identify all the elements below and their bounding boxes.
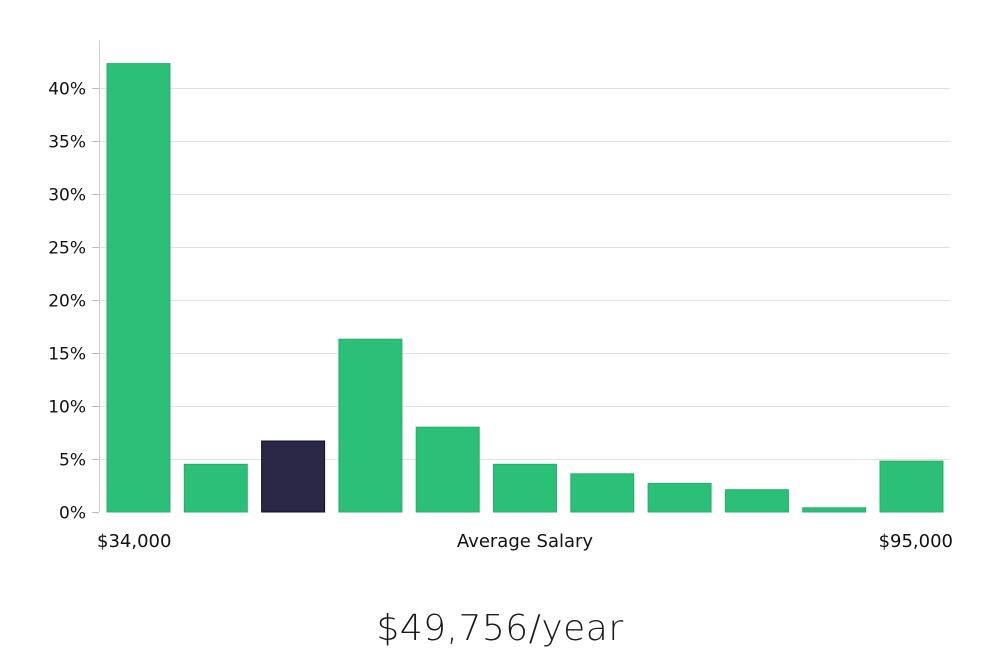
y-tick-label: 15% — [48, 345, 86, 365]
y-tick-label: 0% — [59, 504, 86, 524]
bar — [879, 460, 944, 513]
bar — [724, 489, 789, 513]
y-tick-label: 20% — [48, 292, 86, 312]
bar — [570, 473, 635, 513]
y-tick-label: 25% — [48, 239, 86, 259]
y-tick-label: 35% — [48, 133, 86, 153]
x-axis-min-label: $34,000 — [97, 531, 171, 552]
y-tick-label: 30% — [48, 186, 86, 206]
bar — [415, 426, 480, 513]
bars — [106, 63, 944, 513]
x-axis-max-label: $95,000 — [879, 531, 953, 552]
bar — [647, 482, 712, 513]
bar — [106, 63, 171, 513]
bar — [493, 463, 557, 513]
grid-lines — [100, 88, 950, 460]
average-salary-value: $49,756/year — [376, 608, 624, 649]
bar — [183, 463, 248, 513]
bar — [338, 338, 403, 513]
y-tick-label: 10% — [48, 398, 86, 418]
salary-histogram: 0% 5% 10% 15% 20% 25% 30% 35% 40% $34,000 Averag… — [48, 40, 953, 552]
bar — [802, 507, 867, 513]
y-tick-label: 40% — [48, 80, 86, 100]
bar-highlighted — [261, 440, 326, 513]
y-tick-label: 5% — [59, 451, 86, 471]
y-axis-ticks: 0% 5% 10% 15% 20% 25% 30% 35% 40% — [48, 80, 99, 524]
x-axis-title: Average Salary — [457, 531, 594, 552]
